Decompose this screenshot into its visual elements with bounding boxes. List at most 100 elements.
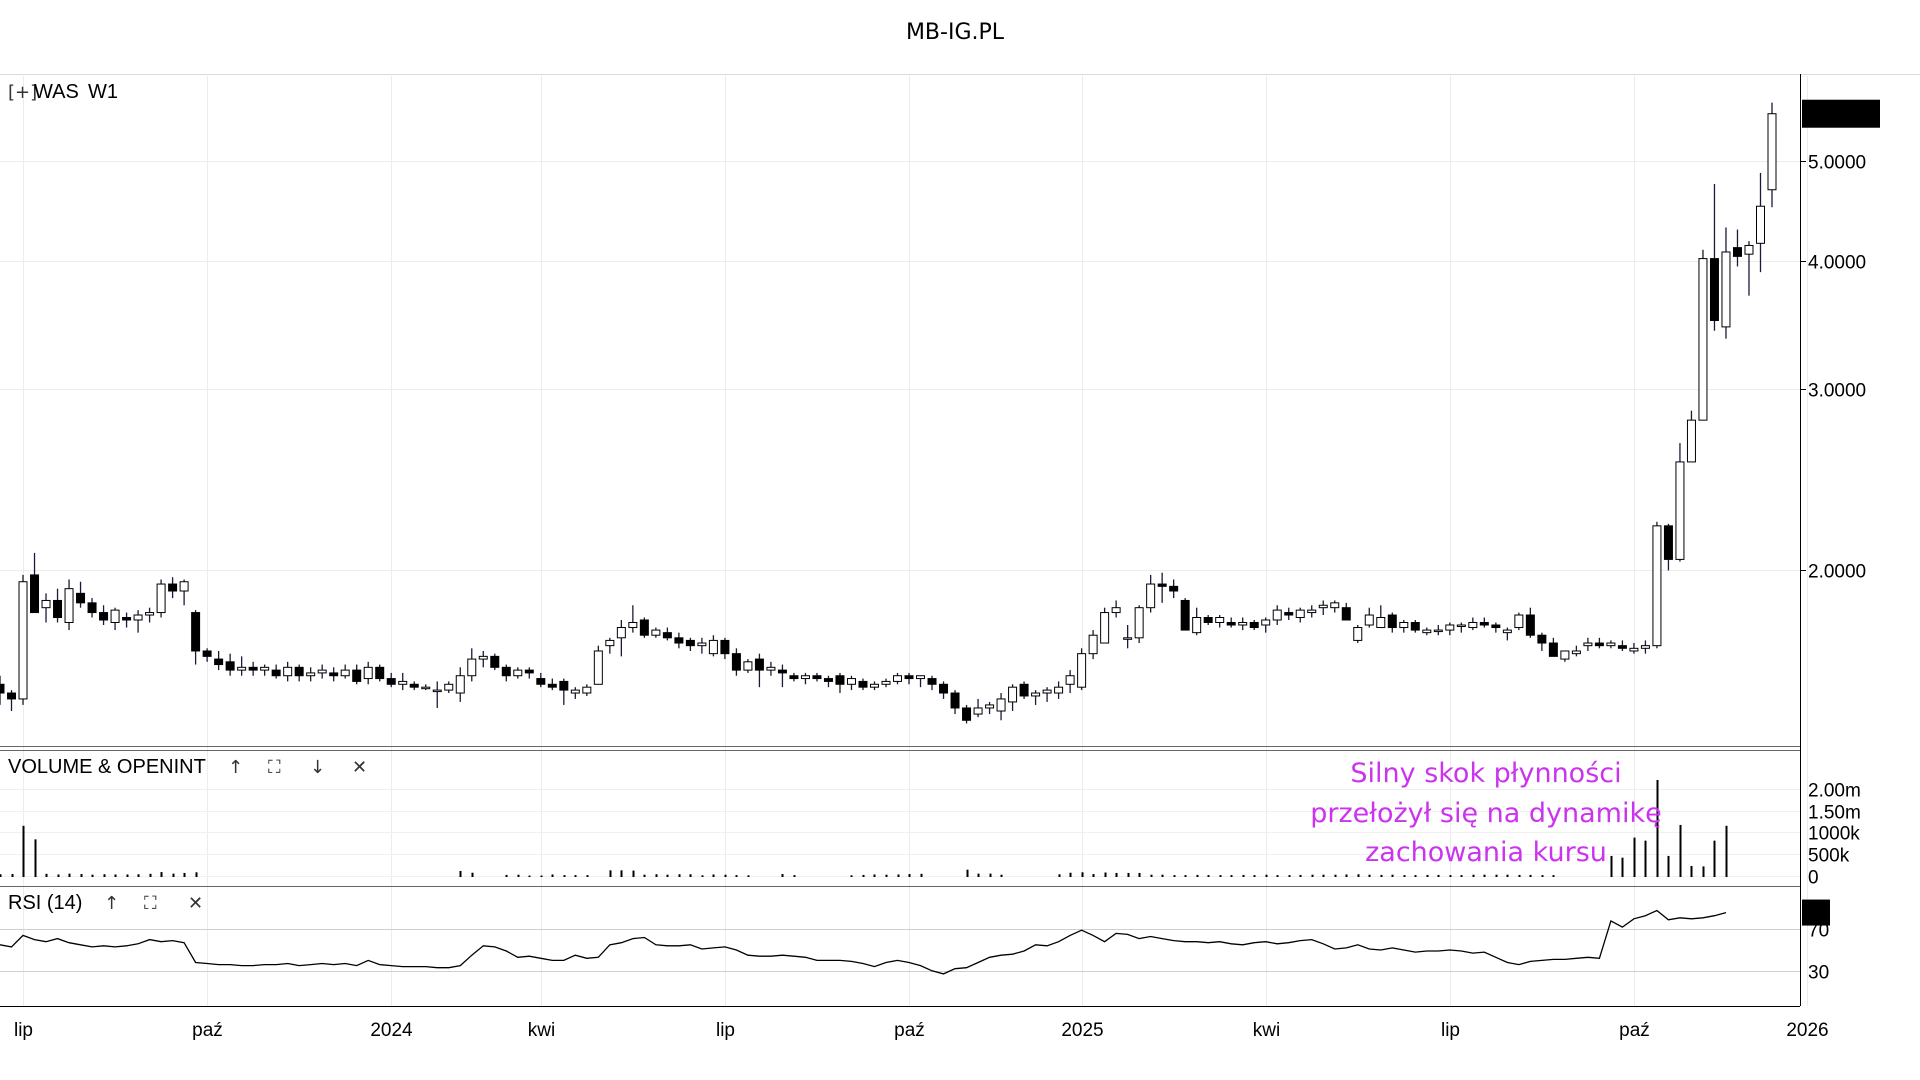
candle-up	[996, 698, 1006, 712]
candle-down	[777, 669, 787, 674]
candle-up	[340, 669, 350, 677]
candle-up	[1353, 627, 1363, 641]
candle-up	[1318, 604, 1328, 609]
rsi-panel-header: RSI (14) ↑ ⛶ ✕	[8, 892, 203, 914]
candle-down	[1157, 583, 1167, 587]
annotation-line-3: zachowania kursu	[1365, 837, 1607, 868]
x-tick-label: lip	[716, 1020, 735, 1041]
x-tick-label: kwi	[1253, 1020, 1280, 1041]
candle-up	[1146, 583, 1156, 609]
candle-down	[1284, 612, 1294, 616]
candle-up	[1468, 621, 1478, 629]
candle-down	[1019, 683, 1029, 697]
rsi-badge-bg	[1802, 899, 1830, 926]
candle-down	[248, 666, 258, 671]
candle-down	[927, 678, 937, 685]
candle-down	[1341, 607, 1351, 621]
close-panel-icon[interactable]: ✕	[188, 893, 203, 914]
candle-up	[800, 675, 810, 680]
x-tick-label: lip	[1441, 1020, 1460, 1041]
candle-down	[1525, 614, 1535, 636]
candle-down	[386, 678, 396, 685]
candle-up	[317, 669, 327, 674]
candle-down	[271, 669, 281, 677]
candle-down	[191, 612, 201, 652]
candle-up	[1008, 686, 1018, 703]
candle-up	[869, 683, 879, 688]
candle-up	[1134, 607, 1144, 639]
x-tick-label: kwi	[528, 1020, 555, 1041]
candle-up	[1422, 629, 1432, 634]
candle-up	[1675, 461, 1685, 560]
candle-up	[743, 661, 753, 671]
x-tick-label: lip	[14, 1020, 33, 1041]
candle-down	[202, 650, 212, 657]
candle-down	[409, 683, 419, 688]
candle-up	[145, 612, 155, 616]
candle-down	[1709, 258, 1719, 321]
candle-up	[41, 599, 51, 609]
volume-tick-label: 2.00m	[1808, 781, 1861, 802]
candle-down	[1537, 634, 1547, 644]
candle-down	[1663, 525, 1673, 560]
candle-up	[1686, 419, 1696, 463]
rsi-panel-label: RSI (14)	[8, 892, 82, 914]
y-tick-label: 5.0000	[1808, 153, 1866, 174]
candle-up	[1744, 244, 1754, 255]
candle-up	[1571, 650, 1581, 655]
candle-up	[1755, 205, 1765, 244]
candle-up	[513, 669, 523, 677]
candle-up	[363, 666, 373, 680]
candle-up	[1399, 621, 1409, 629]
candle-down	[329, 672, 339, 677]
candle-up	[708, 639, 718, 655]
candle-down	[789, 675, 799, 680]
candle-up	[283, 666, 293, 677]
rsi-tick-label: 30	[1808, 963, 1829, 984]
candle-up	[1272, 609, 1282, 621]
candle-up	[133, 614, 143, 621]
candle-up	[1364, 614, 1374, 626]
candle-up	[1215, 616, 1225, 623]
move-up-icon[interactable]: ↑	[104, 893, 119, 914]
candle-up	[605, 639, 615, 647]
move-up-icon[interactable]: ↑	[228, 757, 243, 778]
candle-down	[939, 683, 949, 694]
candle-down	[7, 692, 17, 700]
candle-up	[916, 675, 926, 680]
candle-down	[122, 616, 132, 621]
candle-down	[731, 653, 741, 671]
candle-up	[1640, 645, 1650, 649]
candle-down	[168, 583, 178, 592]
candle-up	[1767, 113, 1777, 191]
candle-up	[421, 686, 431, 690]
candle-up	[1054, 686, 1064, 694]
candle-down	[674, 637, 684, 644]
candle-down	[639, 619, 649, 636]
rsi-line	[0, 909, 1727, 975]
rsi-badge-label: 86	[1805, 904, 1826, 925]
volume-tick-label: 0	[1808, 868, 1819, 889]
y-tick-label: 4.0000	[1808, 253, 1866, 274]
candle-up	[1514, 614, 1524, 629]
panel-separators	[0, 74, 1920, 1007]
candle-down	[858, 680, 868, 688]
candle-down	[30, 574, 40, 614]
candle-down	[225, 661, 235, 671]
expand-panel-icon[interactable]: [+]	[8, 82, 37, 103]
candle-up	[1111, 607, 1121, 614]
maximize-icon[interactable]: ⛶	[144, 893, 157, 914]
candle-down	[754, 658, 764, 671]
candle-down	[835, 675, 845, 685]
maximize-icon[interactable]: ⛶	[268, 757, 281, 778]
rsi-tick-label: 70	[1808, 921, 1829, 942]
candle-down	[1180, 599, 1190, 631]
candle-down	[1387, 614, 1397, 629]
y-tick-label: 3.0000	[1808, 381, 1866, 402]
candle-up	[444, 683, 454, 691]
candle-up	[1307, 609, 1317, 614]
candle-up	[593, 650, 603, 685]
move-down-icon[interactable]: ↓	[310, 757, 325, 778]
close-panel-icon[interactable]: ✕	[352, 757, 367, 778]
